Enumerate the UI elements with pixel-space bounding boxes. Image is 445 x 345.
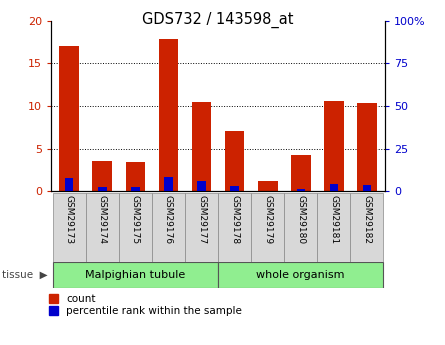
Text: GSM29176: GSM29176 bbox=[164, 195, 173, 244]
Bar bbox=[98, 187, 106, 191]
Bar bbox=[296, 189, 305, 191]
Bar bbox=[231, 186, 239, 191]
Text: GSM29178: GSM29178 bbox=[230, 195, 239, 244]
Text: GSM29173: GSM29173 bbox=[65, 195, 74, 244]
Text: GSM29181: GSM29181 bbox=[329, 195, 338, 244]
Text: whole organism: whole organism bbox=[256, 270, 345, 280]
Bar bbox=[291, 155, 311, 191]
Text: GSM29177: GSM29177 bbox=[197, 195, 206, 244]
Bar bbox=[185, 193, 218, 262]
Bar bbox=[218, 262, 383, 288]
Text: GSM29180: GSM29180 bbox=[296, 195, 305, 244]
Bar bbox=[125, 162, 146, 191]
Bar bbox=[158, 39, 178, 191]
Bar bbox=[258, 181, 278, 191]
Bar bbox=[131, 187, 140, 191]
Bar bbox=[152, 193, 185, 262]
Bar bbox=[198, 181, 206, 191]
Bar bbox=[119, 193, 152, 262]
Bar bbox=[350, 193, 383, 262]
Legend: count, percentile rank within the sample: count, percentile rank within the sample bbox=[48, 293, 243, 317]
Bar bbox=[86, 193, 119, 262]
Bar bbox=[317, 193, 350, 262]
Bar bbox=[251, 193, 284, 262]
Bar bbox=[60, 46, 79, 191]
Bar bbox=[324, 101, 344, 191]
Bar bbox=[330, 184, 338, 191]
Text: GSM29174: GSM29174 bbox=[98, 195, 107, 244]
Text: GSM29175: GSM29175 bbox=[131, 195, 140, 244]
Text: GSM29182: GSM29182 bbox=[362, 195, 371, 244]
Bar bbox=[218, 193, 251, 262]
Bar bbox=[284, 193, 317, 262]
Text: GSM29179: GSM29179 bbox=[263, 195, 272, 244]
Bar bbox=[65, 178, 73, 191]
Bar bbox=[357, 103, 376, 191]
Text: tissue  ▶: tissue ▶ bbox=[2, 270, 48, 280]
Bar bbox=[225, 131, 244, 191]
Bar bbox=[192, 102, 211, 191]
Bar bbox=[93, 161, 112, 191]
Bar bbox=[53, 262, 218, 288]
Text: GDS732 / 143598_at: GDS732 / 143598_at bbox=[142, 12, 294, 28]
Bar bbox=[363, 185, 371, 191]
Bar bbox=[164, 177, 173, 191]
Text: Malpighian tubule: Malpighian tubule bbox=[85, 270, 186, 280]
Bar bbox=[53, 193, 86, 262]
